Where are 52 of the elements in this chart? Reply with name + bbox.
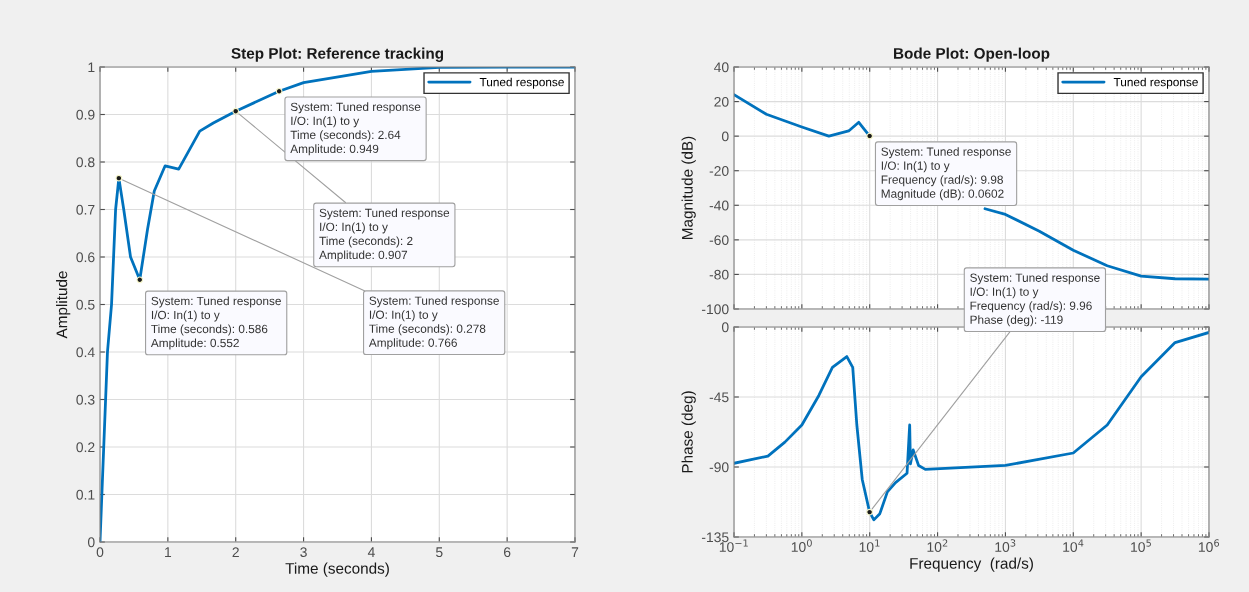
x-tick-label: 7 [571, 547, 579, 557]
x-tick-label: 10$^{4}$ [1063, 539, 1084, 552]
y-axis-title: Phase (deg) [681, 391, 696, 473]
x-tick-label: 10$^{6}$ [1198, 539, 1220, 552]
y-tick-label: 0 [721, 131, 729, 142]
y-tick-label: 0.2 [76, 442, 95, 453]
legend-label: Tuned response [1113, 77, 1198, 89]
x-tick-label: 2 [232, 547, 239, 557]
y-tick-label: 0 [721, 322, 729, 333]
x-axis-title: Frequency (rad/s) [910, 557, 1033, 572]
x-tick-label: 10$^{2}$ [927, 539, 948, 552]
x-tick-label: 10$^{5}$ [1131, 539, 1151, 552]
annotation: System: Tuned response I/O: In(1) to y Time (seconds): 0.278 Amplitude: 0.766 [368, 296, 499, 350]
x-tick-label: 10$^{0}$ [791, 539, 812, 552]
line-series [100, 67, 575, 542]
x-tick-label: 0 [96, 547, 104, 558]
y-tick-label: -20 [709, 166, 729, 176]
y-tick-label: 20 [714, 96, 729, 107]
x-tick-label: 5 [435, 547, 443, 558]
annotation: System: Tuned response I/O: In(1) to y Frequency (rad/s): 9.96 Phase (deg): -119 [970, 273, 1100, 327]
annotation: System: Tuned response I/O: In(1) to y Time (seconds): 2.64 Amplitude: 0.949 [290, 102, 421, 156]
x-tick-label: 1 [165, 547, 172, 557]
y-tick-label: -80 [709, 269, 729, 280]
legend-label: Tuned response [479, 77, 564, 89]
y-axis-title: Amplitude [56, 271, 71, 339]
chart-title: Step Plot: Reference tracking [231, 47, 444, 62]
y-tick-label: 0.4 [76, 347, 95, 358]
y-axis-title: Magnitude (dB) [681, 136, 696, 239]
y-tick-label: 0.6 [76, 252, 95, 263]
x-tick-label: 6 [503, 547, 511, 558]
x-tick-label: 4 [367, 547, 375, 557]
annotation: System: Tuned response I/O: In(1) to y Time (seconds): 0.586 Amplitude: 0.552 [150, 296, 281, 350]
x-axis-title: Time (seconds) [285, 562, 389, 577]
y-tick-label: 1 [88, 62, 95, 73]
y-tick-label: 0.1 [76, 489, 95, 500]
y-tick-label: -40 [709, 200, 729, 211]
x-tick-label: 10$^{3}$ [995, 539, 1016, 552]
x-tick-label: 3 [300, 547, 307, 558]
y-tick-label: 0.9 [76, 109, 95, 120]
annotation: System: Tuned response I/O: In(1) to y Frequency (rad/s): 9.98 Magnitude (dB): 0.0602 [881, 147, 1011, 201]
y-tick-label: 0.3 [76, 394, 95, 405]
y-tick-label: -100 [701, 304, 729, 315]
y-tick-label: 0.7 [76, 204, 95, 215]
y-tick-label: 40 [714, 62, 729, 73]
x-tick-label: 10$^{1}$ [859, 539, 880, 552]
y-tick-label: -90 [709, 462, 729, 473]
y-tick-label: -60 [709, 235, 729, 246]
annotation: System: Tuned response I/O: In(1) to y Time (seconds): 2 Amplitude: 0.907 [319, 208, 450, 262]
y-tick-label: 0.8 [76, 157, 95, 168]
y-tick-label: -45 [709, 392, 729, 403]
chart-title: Bode Plot: Open-loop [894, 47, 1050, 62]
y-tick-label: 0.5 [76, 299, 95, 310]
